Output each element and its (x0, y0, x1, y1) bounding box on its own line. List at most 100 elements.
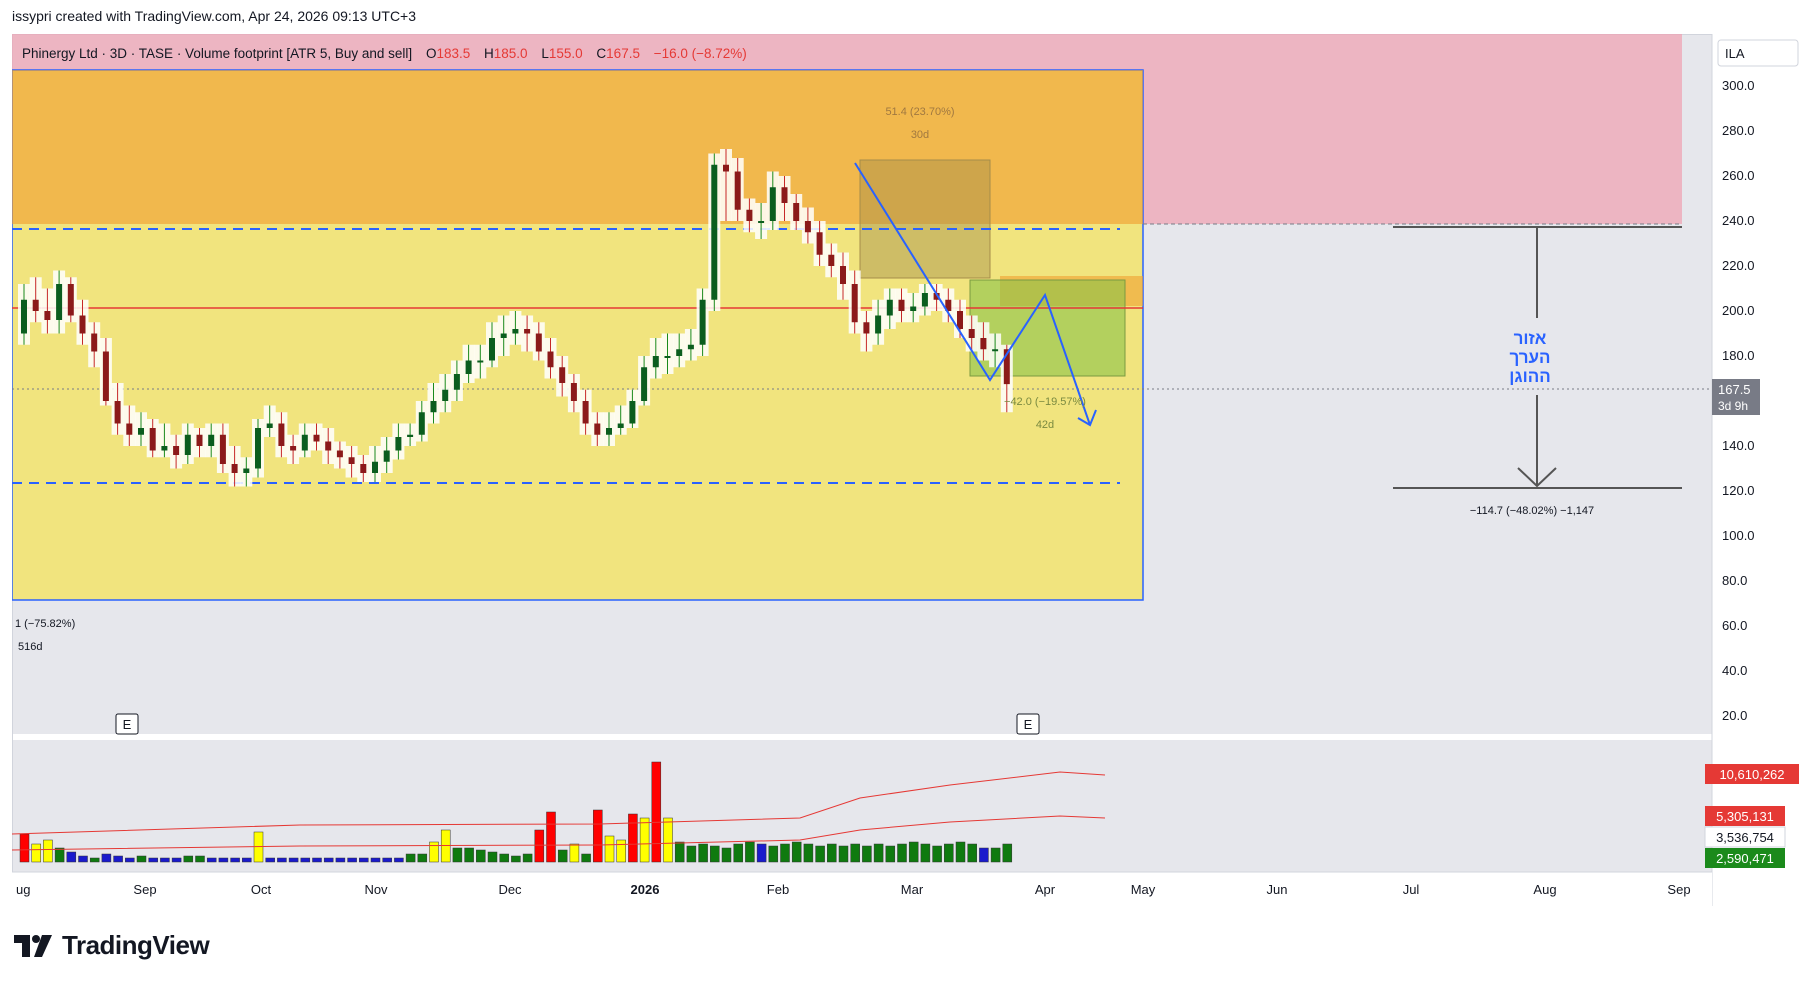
earnings-marker-2[interactable]: E (1016, 713, 1040, 735)
volume-bar (967, 843, 977, 863)
candle (135, 412, 147, 446)
volume-bar (405, 853, 416, 863)
chart-credit: issypri created with TradingView.com, Ap… (12, 8, 417, 24)
volume-bar (160, 857, 170, 863)
volume-bar (499, 853, 509, 863)
rise-range-box (859, 159, 991, 279)
last-price-badge: 167.5 3d 9h (1712, 379, 1760, 415)
candle (848, 270, 861, 334)
candle (99, 338, 112, 406)
currency-label[interactable]: ILA (1725, 46, 1745, 61)
time-tick: Dec (498, 882, 522, 897)
candle (415, 401, 428, 442)
price-tick: 20.0 (1722, 708, 1747, 723)
price-axis[interactable]: ILA (1711, 34, 1804, 906)
tradingview-logo[interactable]: TradingView (14, 930, 210, 961)
candle (345, 446, 358, 478)
volume-bar (698, 843, 708, 863)
volume-bar (218, 857, 229, 863)
candle (462, 344, 475, 383)
volume-badges: 10,610,262 5,305,131 3,536,754 2,590,471 (1704, 764, 1799, 868)
price-tick: 60.0 (1722, 618, 1747, 633)
volume-bar (791, 841, 802, 863)
candle (673, 333, 686, 368)
volume-bar (674, 841, 685, 863)
volume-bar (66, 851, 77, 863)
volume-bar (557, 849, 568, 863)
price-chart[interactable]: E E Phinergy Ltd · 3D · TASE · Volume fo… (0, 0, 1814, 910)
volume-badge-3: 3,536,754 (1716, 830, 1774, 845)
volume-bar (920, 843, 931, 863)
volume-bar (827, 843, 837, 863)
candle (708, 153, 721, 311)
volume-bar (850, 843, 860, 863)
candle (591, 412, 604, 446)
volume-bar (452, 847, 463, 863)
volume-badge-4: 2,590,471 (1716, 851, 1774, 866)
volume-bar (370, 857, 381, 863)
time-tick: Jul (1403, 882, 1420, 897)
candle (509, 311, 522, 345)
candle (626, 389, 639, 428)
legend-symbol: Phinergy Ltd · 3D · TASE · Volume footpr… (22, 46, 412, 61)
volume-bar (932, 845, 942, 863)
candle (228, 446, 241, 487)
price-tick: 280.0 (1722, 123, 1755, 138)
candle (497, 315, 510, 356)
candle (942, 288, 955, 323)
candle (123, 405, 136, 446)
volume-bar (604, 835, 615, 863)
volume-bar (897, 843, 907, 863)
candle (275, 412, 288, 458)
candle (158, 423, 171, 458)
time-axis[interactable] (12, 871, 1712, 906)
volume-bar (312, 857, 322, 863)
candle (298, 423, 311, 458)
candle (439, 374, 452, 413)
volume-bar (347, 857, 357, 863)
candle (252, 419, 264, 478)
candle (684, 329, 697, 361)
volume-bar (265, 857, 275, 863)
volume-bar (686, 845, 697, 863)
volume-bar (54, 847, 65, 863)
earnings-marker-1[interactable]: E (115, 713, 139, 735)
candle (883, 288, 896, 329)
candle (205, 423, 218, 458)
candle (369, 446, 381, 482)
candle (450, 360, 463, 401)
price-tick: 200.0 (1722, 303, 1755, 318)
time-tick: Mar (901, 882, 924, 897)
volume-bar (417, 853, 428, 863)
time-tick-labels: ug Sep Oct Nov Dec 2026 Feb Mar Apr May Jun Jul Aug S… (16, 882, 1691, 897)
pattern-arrow-head (1077, 409, 1097, 427)
volume-bar (616, 839, 626, 863)
candle (263, 405, 276, 437)
volume-ma-upper (11, 771, 1106, 835)
pattern-zigzag (854, 162, 1091, 426)
volume-bar (476, 849, 486, 863)
legend-line: Phinergy Ltd · 3D · TASE · Volume footpr… (22, 46, 747, 61)
legend-low: 155.0 (549, 46, 583, 61)
price-tick: 300.0 (1722, 78, 1755, 93)
candle (603, 412, 615, 446)
time-tick: Aug (1533, 882, 1556, 897)
legend-open: 183.5 (436, 46, 470, 61)
volume-bar (487, 851, 498, 863)
candle (392, 423, 405, 460)
candle (1000, 344, 1013, 413)
volume-bar (464, 847, 474, 863)
long-measure-label: 1 (−75.82%) (15, 618, 75, 630)
volume-bar (206, 857, 217, 863)
price-zones (12, 34, 1682, 601)
price-tick: 140.0 (1722, 438, 1755, 453)
volume-bar (195, 855, 205, 863)
legend-close: 167.5 (606, 46, 640, 61)
volume-bar (780, 843, 790, 863)
volume-badge-2: 5,305,131 (1716, 809, 1774, 824)
candle (837, 252, 849, 300)
candlesticks (18, 149, 1013, 487)
volume-bar (429, 841, 439, 863)
volume-bar (31, 843, 41, 863)
volume-bar (979, 847, 989, 863)
